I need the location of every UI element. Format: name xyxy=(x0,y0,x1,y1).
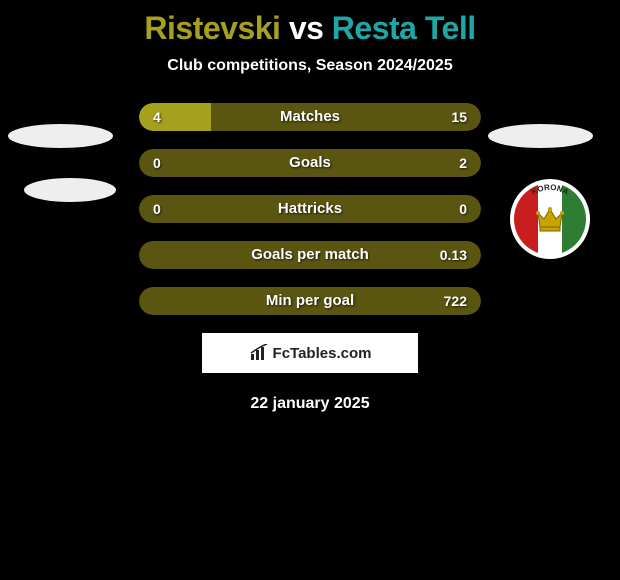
date-label: 22 january 2025 xyxy=(0,395,620,413)
stat-row: Hattricks0 0 xyxy=(139,195,481,223)
stat-value-left: 0 xyxy=(153,149,161,177)
stat-row: Goals0 2 xyxy=(139,149,481,177)
stat-value-right: 0 xyxy=(459,195,467,223)
stat-label: Hattricks xyxy=(139,195,481,223)
stat-label: Matches xyxy=(139,103,481,131)
stat-label: Goals per match xyxy=(139,241,481,269)
stat-value-left: 4 xyxy=(153,103,161,131)
player2-name: Resta Tell xyxy=(332,10,476,46)
vs-text: vs xyxy=(289,10,324,46)
stat-label: Min per goal xyxy=(139,287,481,315)
chart-icon xyxy=(249,344,269,362)
player1-name: Ristevski xyxy=(144,10,280,46)
stat-value-right: 2 xyxy=(459,149,467,177)
stats-rows: Matches415Goals02Hattricks00Goals per ma… xyxy=(0,103,620,315)
stat-value-right: 15 xyxy=(451,103,467,131)
stat-row: Matches4 15 xyxy=(139,103,481,131)
stat-row: Min per goal722 xyxy=(139,287,481,315)
fctables-label: FcTables.com xyxy=(273,345,372,362)
fctables-attribution: FcTables.com xyxy=(202,333,418,373)
stat-value-left: 0 xyxy=(153,195,161,223)
comparison-title: Ristevski vs Resta Tell xyxy=(0,0,620,47)
stat-value-right: 722 xyxy=(444,287,467,315)
stat-label: Goals xyxy=(139,149,481,177)
subtitle: Club competitions, Season 2024/2025 xyxy=(0,57,620,75)
stat-value-right: 0.13 xyxy=(440,241,467,269)
stat-row: Goals per match0.13 xyxy=(139,241,481,269)
